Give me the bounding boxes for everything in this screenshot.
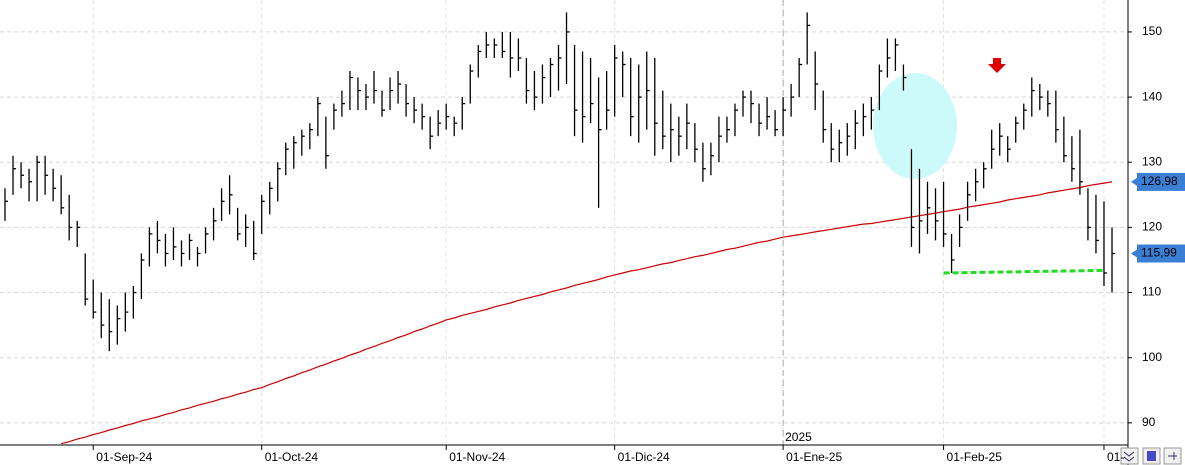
price-label-pointer <box>1131 177 1137 186</box>
price-label: 126,98 <box>1141 174 1178 188</box>
price-label-box <box>1137 244 1185 263</box>
icon <box>1168 452 1177 460</box>
y-tick-label: 120 <box>1142 220 1162 234</box>
year-label: 2025 <box>785 430 812 444</box>
x-tick-label: 01-Feb-25 <box>947 450 1003 464</box>
x-tick-label: 01- <box>1107 450 1124 464</box>
moving-average <box>61 181 1113 445</box>
price-label: 115,99 <box>1141 246 1177 260</box>
y-tick-label: 140 <box>1142 89 1162 103</box>
x-tick-label: 01-Ene-25 <box>786 450 842 464</box>
plot-area <box>4 12 1115 445</box>
y-tick-label: 150 <box>1142 24 1162 38</box>
y-tick-label: 90 <box>1142 415 1156 429</box>
x-tick-label: 01-Dic-24 <box>618 450 670 464</box>
icon <box>1123 451 1135 462</box>
arrow-marker <box>988 58 1006 73</box>
y-tick-label: 110 <box>1142 285 1161 299</box>
y-tick-label: 130 <box>1142 154 1162 168</box>
y-tick-label: 100 <box>1142 350 1162 364</box>
x-tick-label: 01-Nov-24 <box>449 450 505 464</box>
x-tick-label: 01-Sep-24 <box>96 450 152 464</box>
x-tick-label: 01-Oct-24 <box>265 450 319 464</box>
price-label-pointer <box>1131 249 1137 258</box>
icon <box>1147 451 1156 461</box>
highlight-ellipse <box>873 73 957 179</box>
price-label-box <box>1137 172 1185 191</box>
toolbar <box>1120 447 1182 465</box>
